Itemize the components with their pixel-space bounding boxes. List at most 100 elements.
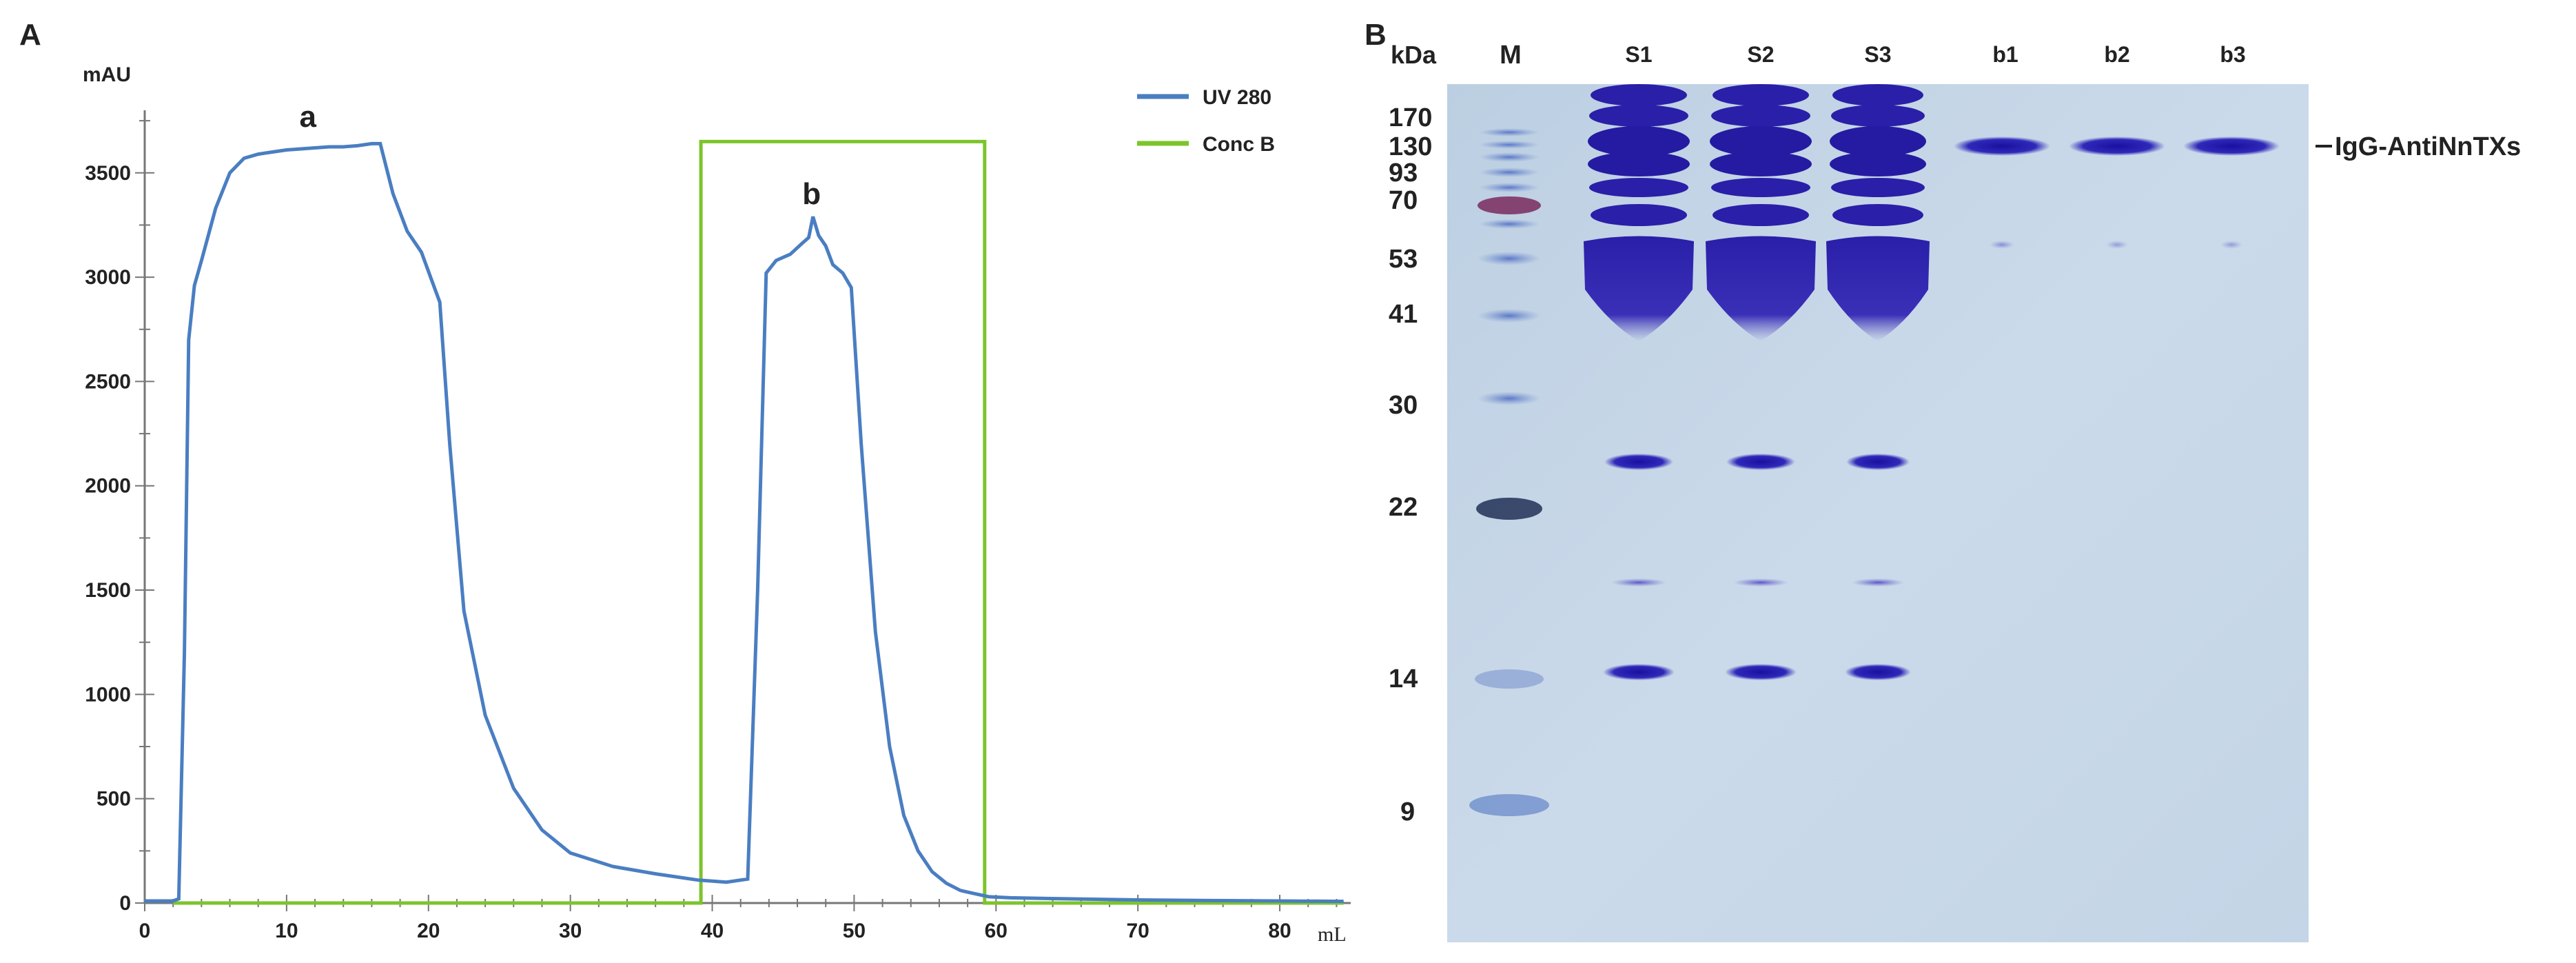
sample-band [1831,178,1925,197]
sample-band-heavy [1710,126,1812,156]
lane-label-b3: b3 [2220,42,2245,67]
panel-a-label: A [19,18,41,52]
igg-band [2183,136,2280,156]
lane-label-b1: b1 [1992,42,2018,67]
sample-band [1725,664,1797,680]
ladder-band [1479,141,1540,149]
sample-band-faint [1733,578,1788,587]
gel-background [1447,84,2309,942]
x-tick-label: 10 [275,920,298,942]
sample-band [1832,204,1923,226]
lane-b2 [2069,136,2165,249]
y-tick-label: 1000 [85,683,131,706]
ladder-band [1478,309,1541,323]
ladder-band [1479,183,1540,192]
legend-label-conc-b: Conc B [1203,133,1275,156]
ladder-band [1479,152,1540,162]
sample-band-heavy [1830,126,1926,156]
x-axis-label: mL [1318,923,1347,946]
sample-band-albumin [1584,236,1694,341]
x-tick-label: 60 [985,920,1008,942]
sample-band-albumin [1706,236,1816,341]
sample-band [1589,105,1688,127]
x-tick-label: 50 [843,920,866,942]
y-tick-label: 2000 [85,475,131,498]
panel-a: A mAU mL 0 500 1000 1500 2000 2500 3000 … [19,18,1351,946]
sample-band [1589,178,1688,197]
sample-band [1588,152,1690,176]
sample-band [1832,84,1923,106]
sample-band [1711,178,1810,197]
y-tick-label: 2500 [85,370,131,393]
igg-band [2069,136,2165,156]
lane-label-m: M [1500,41,1522,70]
lane-b3 [2183,136,2280,249]
marker-label-93: 93 [1389,159,1418,187]
panel-b-label: B [1364,18,1387,52]
x-tick-label: 80 [1268,920,1291,942]
peak-annotation-b: b [802,177,821,211]
sample-band [1846,454,1910,470]
sample-band [1604,454,1673,470]
conc-b-series-line [173,139,1344,905]
sample-band [1830,152,1926,176]
ladder-band [1478,392,1541,405]
marker-label-30: 30 [1389,391,1418,420]
lane-label-s3: S3 [1864,42,1891,67]
y-tick-labels: 0 500 1000 1500 2000 2500 3000 3500 [85,162,131,915]
sample-band [1713,84,1809,106]
ladder-band [1469,794,1549,816]
sample-band [1726,454,1795,470]
sample-band-faint [1852,578,1904,587]
x-tick-label: 40 [701,920,724,942]
sample-band [1711,105,1810,127]
lane-label-s2: S2 [1747,42,1774,67]
marker-label-53: 53 [1389,245,1418,274]
ladder-band [1475,669,1544,689]
peak-annotation-a: a [300,100,317,134]
faint-band [1990,241,2014,249]
x-tick-labels: 0 10 20 30 40 50 60 70 80 [139,920,1291,942]
x-tick-label: 20 [417,920,440,942]
lane-label-b2: b2 [2104,42,2129,67]
ladder-band [1478,252,1541,265]
sample-band [1591,84,1687,106]
panel-b: B kDa M S1 S2 S3 b1 b2 b3 170 130 93 70 … [1364,18,2521,942]
y-axis-label: mAU [83,63,131,86]
ladder-band-22-reference [1476,498,1542,520]
sample-band [1713,204,1809,226]
y-tick-label: 500 [96,788,131,811]
y-tick-label: 3500 [85,162,131,185]
y-tick-label: 3000 [85,266,131,289]
sample-band-heavy [1588,126,1690,156]
ladder-band [1479,168,1540,177]
marker-label-9: 9 [1400,798,1415,827]
sample-band [1831,105,1925,127]
marker-label-130: 130 [1389,132,1432,161]
y-tick-label: 1500 [85,579,131,602]
ladder-band-70-reference [1478,196,1541,214]
uv-280-series-line [145,141,1344,904]
marker-label-41: 41 [1389,300,1418,329]
x-tick-label: 0 [139,920,151,942]
ladder-band [1479,128,1540,136]
sample-band-albumin [1826,236,1930,341]
x-tick-label: 70 [1126,920,1149,942]
sample-band [1591,204,1687,226]
marker-label-70: 70 [1389,186,1418,215]
y-tick-label: 0 [119,892,131,915]
marker-label-14: 14 [1389,665,1418,693]
legend-label-uv-280: UV 280 [1203,86,1271,109]
legend: UV 280 Conc B [1137,86,1275,156]
marker-label-22: 22 [1389,493,1418,522]
sample-band [1845,664,1911,680]
lane-s2 [1706,84,1816,680]
sample-band [1710,152,1812,176]
band-label-igg: IgG-AntiNnTXs [2335,132,2521,161]
sample-band [1603,664,1675,680]
lane-m-ladder [1469,128,1549,816]
lane-s1 [1584,84,1694,680]
lane-s3 [1826,84,1930,680]
igg-band [1954,136,2050,156]
